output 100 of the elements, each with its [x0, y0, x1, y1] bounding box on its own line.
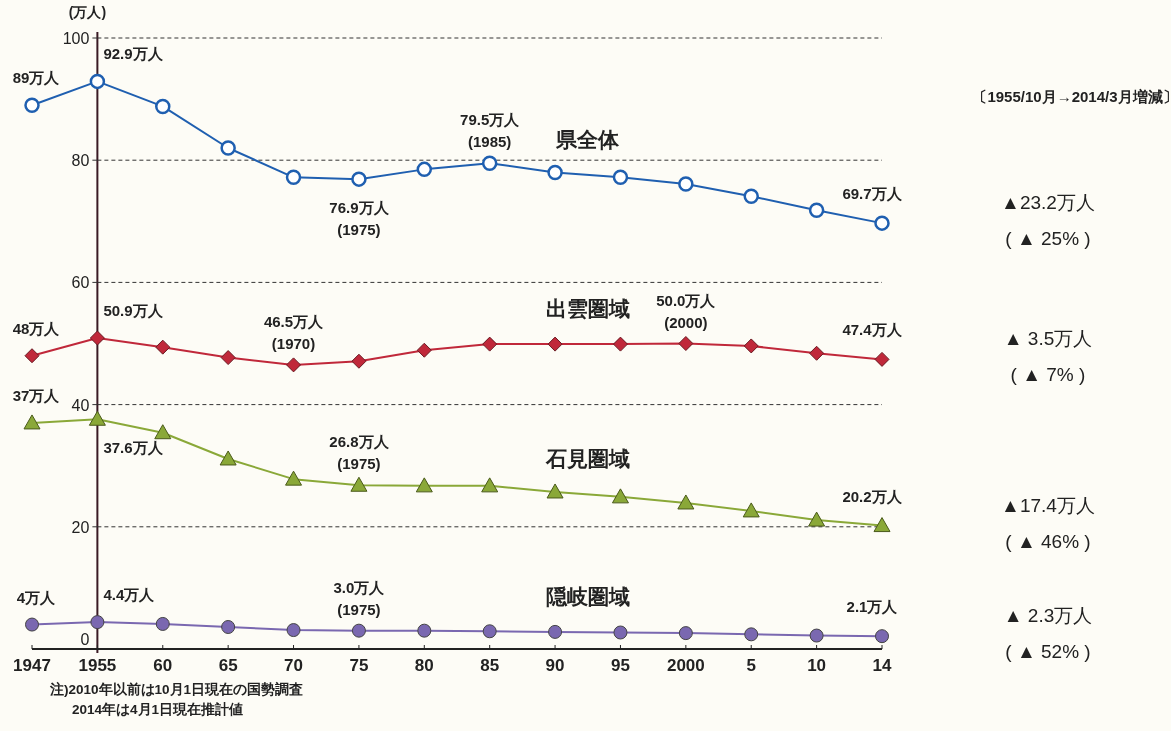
y-tick-label: 60	[71, 274, 90, 292]
point	[742, 502, 760, 518]
point	[219, 450, 237, 466]
x-tick-label: 1955	[78, 656, 117, 675]
point	[350, 476, 368, 492]
point	[154, 424, 172, 440]
annotation: (2000)	[664, 313, 708, 331]
y-axis-title: (万人)	[68, 4, 107, 20]
point	[286, 623, 301, 638]
point	[873, 517, 891, 533]
text: ▲ 2.3万人	[1003, 605, 1093, 627]
point	[744, 627, 759, 642]
point	[548, 624, 563, 639]
point	[678, 626, 693, 641]
data-label: 20.2万人	[842, 487, 903, 505]
data-label: 46.5万人	[263, 312, 325, 330]
point	[25, 617, 39, 632]
point	[351, 171, 367, 187]
data-label: 4万人	[16, 588, 57, 606]
text: ( ▲ 52% )	[1005, 641, 1091, 663]
point	[481, 155, 498, 172]
point	[612, 336, 628, 352]
series-label: 出雲圏域	[545, 297, 630, 321]
y-tick-label: 40	[71, 396, 90, 414]
data-label: 26.8万人	[329, 433, 390, 451]
point	[285, 470, 303, 486]
data-label: 69.7万人	[842, 185, 903, 203]
data-label: 79.5万人	[460, 111, 521, 129]
point	[89, 330, 105, 346]
x-tick-label: 14	[872, 656, 892, 675]
series-label: 県全体	[555, 127, 621, 151]
annotation: (1975)	[337, 455, 381, 473]
point	[874, 351, 890, 367]
text: 注)2010年以前は10月1日現在の国勢調査	[49, 681, 304, 697]
point	[286, 357, 302, 373]
series-label: 隠岐圏域	[545, 585, 630, 609]
point	[808, 511, 826, 527]
point	[220, 140, 236, 156]
y-tick-label: 100	[62, 30, 90, 47]
data-label: 76.9万人	[329, 199, 390, 217]
point	[285, 169, 302, 186]
point	[89, 73, 106, 90]
point	[24, 348, 40, 364]
point	[482, 336, 498, 352]
text: 〔1955/10月→2014/3月増減〕	[972, 88, 1171, 105]
point	[874, 215, 890, 231]
point	[351, 623, 366, 638]
x-tick-label: 95	[611, 656, 630, 675]
annotation: (1975)	[337, 221, 381, 239]
point	[678, 336, 694, 351]
y-tick-label: 80	[71, 152, 90, 170]
x-tick-label: 60	[153, 656, 173, 675]
data-label: 2.1万人	[846, 598, 899, 616]
data-label: 47.4万人	[842, 321, 903, 339]
point	[416, 161, 433, 178]
point	[90, 615, 105, 630]
x-tick-label: 65	[218, 656, 238, 675]
point	[809, 345, 825, 361]
point	[743, 188, 759, 204]
data-label: 50.9万人	[103, 302, 164, 319]
x-tick-label: 70	[284, 656, 303, 675]
point	[88, 410, 106, 426]
text: ( ▲ 25% )	[1005, 228, 1091, 250]
point	[546, 483, 564, 499]
data-label: 48万人	[12, 319, 61, 337]
x-tick-label: 85	[480, 656, 500, 675]
annotation: (1985)	[468, 133, 512, 151]
point	[351, 353, 367, 369]
point	[220, 350, 236, 366]
point	[23, 414, 41, 430]
data-label: 3.0万人	[333, 578, 386, 596]
annotation: (1975)	[337, 600, 381, 618]
text: ▲17.4万人	[1001, 494, 1095, 516]
point	[417, 623, 432, 638]
series-label: 石見圏域	[544, 447, 630, 471]
point	[809, 628, 824, 643]
point	[482, 624, 497, 639]
point	[677, 494, 695, 510]
text: 2014年は4月1日現在推計値	[72, 702, 244, 717]
y-tick-label: 20	[71, 518, 90, 536]
x-tick-label: 75	[349, 656, 369, 675]
point	[155, 616, 170, 631]
point	[155, 98, 171, 115]
data-label: 92.9万人	[103, 45, 164, 63]
data-label: 4.4万人	[103, 586, 156, 604]
point	[743, 338, 759, 354]
point	[678, 176, 694, 192]
x-tick-label: 90	[545, 656, 565, 675]
point	[155, 339, 171, 355]
data-label: 50.0万人	[656, 291, 717, 309]
point	[612, 169, 629, 186]
x-tick-label: 2000	[666, 656, 705, 675]
data-label: 89万人	[12, 69, 61, 87]
y-tick-label: 0	[80, 631, 90, 648]
point	[481, 477, 499, 493]
text: ( ▲ 7% )	[1010, 364, 1086, 386]
point	[221, 620, 236, 634]
data-label: 37万人	[12, 386, 61, 404]
point	[24, 97, 40, 113]
text: ▲ 3.5万人	[1003, 328, 1093, 350]
